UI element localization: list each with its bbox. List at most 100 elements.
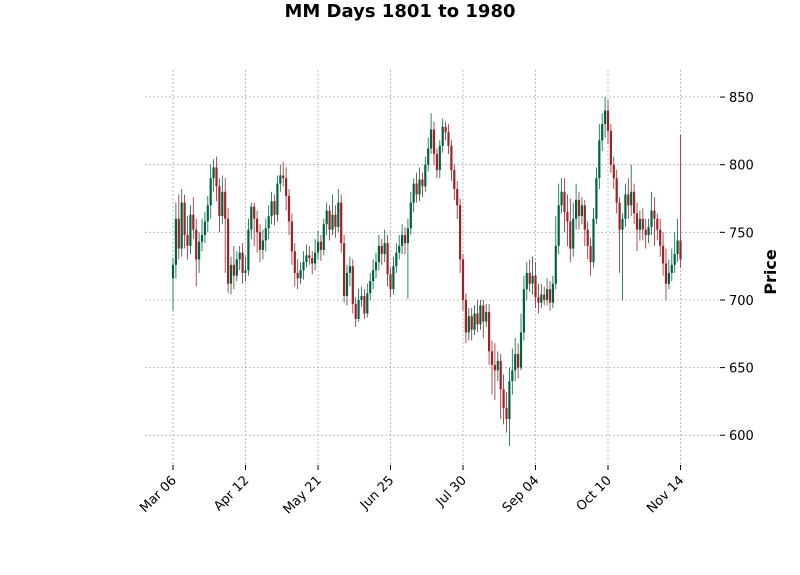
- candle-body: [174, 218, 177, 265]
- candle-body: [432, 129, 436, 154]
- candle-body: [343, 243, 346, 296]
- candle: [664, 248, 668, 300]
- candle: [659, 218, 662, 257]
- candle: [525, 262, 528, 300]
- candle-body: [453, 170, 456, 190]
- candle: [305, 244, 308, 268]
- candle-body: [171, 264, 175, 279]
- candle-body: [679, 240, 682, 260]
- candle-body: [592, 218, 595, 263]
- candle: [270, 191, 273, 225]
- candle: [267, 205, 270, 240]
- candle-body: [560, 191, 563, 206]
- candle-body: [653, 210, 656, 219]
- candle-body: [490, 351, 494, 365]
- candle-body: [609, 130, 612, 165]
- candle-body: [386, 243, 389, 275]
- candle: [496, 351, 499, 382]
- candle: [444, 121, 447, 141]
- candle-body: [572, 218, 575, 249]
- candle: [360, 286, 363, 307]
- candle-body: [224, 191, 227, 219]
- candle-body: [183, 202, 186, 236]
- candle-body: [589, 245, 592, 263]
- candle: [366, 283, 369, 318]
- candle-body: [551, 283, 554, 303]
- candle: [473, 305, 476, 336]
- candle: [615, 170, 618, 214]
- candle: [198, 232, 201, 273]
- candle: [511, 348, 514, 395]
- candle-body: [398, 245, 401, 253]
- candle: [540, 283, 543, 309]
- candle: [229, 256, 233, 295]
- candle: [624, 183, 627, 227]
- candle: [621, 213, 624, 300]
- candle-body: [238, 252, 241, 260]
- candle: [386, 235, 389, 287]
- candle: [287, 189, 291, 236]
- candle-body: [531, 275, 534, 284]
- candle: [221, 175, 224, 225]
- candle-body: [267, 216, 270, 229]
- candle: [459, 198, 462, 273]
- candle: [548, 281, 552, 311]
- candle: [186, 216, 189, 260]
- candle: [554, 216, 557, 290]
- candle-body: [374, 262, 378, 271]
- candle: [650, 191, 653, 236]
- candle: [499, 354, 502, 420]
- candle-body: [418, 179, 421, 195]
- candle: [612, 156, 615, 190]
- candle: [177, 194, 180, 260]
- candle-body: [409, 202, 412, 229]
- candle: [453, 164, 456, 200]
- candle: [673, 232, 676, 273]
- candle: [586, 221, 589, 260]
- candle: [351, 259, 354, 314]
- candle: [488, 304, 491, 365]
- candle: [563, 178, 566, 233]
- candle-body: [412, 183, 415, 203]
- candle-body: [180, 202, 183, 249]
- y-axis: 600 650 700 750 800 850: [720, 91, 754, 444]
- candle: [656, 213, 659, 241]
- candle-body: [528, 272, 531, 284]
- candle-layer: [171, 97, 682, 447]
- y-tick-label: 650: [729, 362, 754, 377]
- candle-body: [270, 201, 273, 217]
- candle-body: [496, 360, 499, 371]
- candle: [340, 194, 343, 253]
- candle-body: [502, 389, 505, 409]
- candle-body: [372, 270, 375, 282]
- candle-body: [276, 183, 279, 215]
- candle: [638, 210, 641, 241]
- candle: [580, 197, 583, 225]
- candle: [331, 194, 334, 236]
- candle-body: [627, 194, 630, 206]
- candle-body: [618, 202, 621, 230]
- candle-body: [580, 205, 583, 217]
- y-tick-label: 850: [729, 91, 754, 106]
- candle: [606, 99, 610, 145]
- candle: [456, 180, 459, 219]
- candle-body: [377, 245, 380, 263]
- candle-body: [633, 191, 636, 214]
- candle-body: [345, 272, 349, 296]
- candle-body: [441, 126, 444, 146]
- candle-body: [325, 210, 328, 225]
- candle: [653, 197, 656, 246]
- candle: [517, 343, 520, 379]
- candle-body: [659, 229, 662, 246]
- candle-body: [522, 289, 525, 333]
- candle: [476, 299, 479, 333]
- candle: [311, 251, 314, 275]
- candle-body: [406, 228, 409, 244]
- candle-body: [563, 191, 566, 213]
- candle-body: [569, 221, 572, 249]
- candle: [569, 198, 572, 263]
- candle: [171, 258, 175, 311]
- candle-body: [189, 214, 192, 246]
- candle-body: [548, 289, 552, 303]
- candle: [435, 148, 438, 179]
